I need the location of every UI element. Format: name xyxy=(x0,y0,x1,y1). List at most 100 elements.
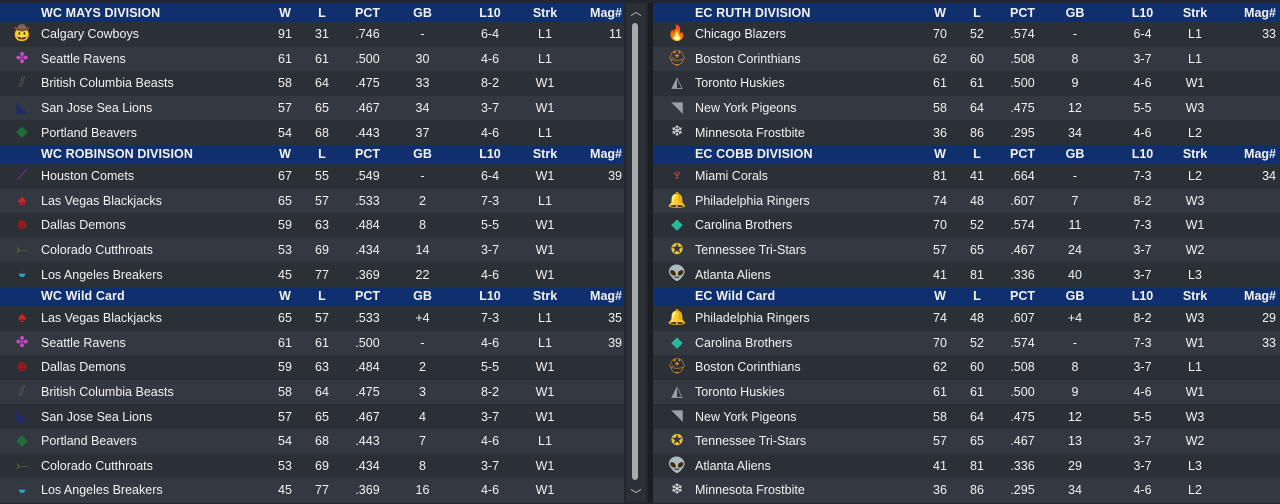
division-header[interactable]: EC RUTH DIVISION W L PCT GB L10 Strk Mag# xyxy=(653,3,1280,22)
division-title: EC Wild Card xyxy=(695,289,776,304)
magic-number xyxy=(1220,47,1276,72)
demon-icon: ☻ xyxy=(14,358,30,376)
magic-number xyxy=(570,47,622,72)
team-name: Miami Corals xyxy=(695,169,768,184)
division-header[interactable]: EC COBB DIVISION W L PCT GB L10 Strk Mag# xyxy=(653,144,1280,164)
standings-row[interactable]: ⛑ Boston Corinthians 62 60 .508 8 3-7 L1 xyxy=(653,355,1280,380)
last-ten-column-header: L10 xyxy=(1131,147,1154,162)
division-header[interactable]: EC Wild Card W L PCT GB L10 Strk Mag# xyxy=(653,286,1280,306)
wins-column-header: W xyxy=(934,289,946,304)
sea-lion-icon: ◣ xyxy=(16,98,28,116)
standings-row[interactable]: ❄ Minnesota Frostbite 36 86 .295 34 4-6 L2 xyxy=(653,478,1280,503)
division-title: EC COBB DIVISION xyxy=(695,147,813,162)
pigeon-icon: ◥ xyxy=(671,407,683,425)
team-name: British Columbia Beasts xyxy=(41,385,174,400)
standings-row[interactable]: ♠ Las Vegas Blackjacks 65 57 .533 2 7-3 L1 xyxy=(0,188,624,214)
magic-number: 39 xyxy=(608,169,622,184)
wins: 59 xyxy=(278,218,292,233)
division-header[interactable]: WC Wild Card W L PCT GB L10 Strk Mag# xyxy=(0,286,624,306)
losses: 61 xyxy=(970,385,984,400)
standings-row[interactable]: 🤠 Calgary Cowboys 91 31 .746 - 6-4 L1 11 xyxy=(0,22,624,47)
games-back: 24 xyxy=(1068,243,1082,258)
standings-row[interactable]: ⟋ Houston Comets 67 55 .549 - 6-4 W1 39 xyxy=(0,163,624,189)
win-pct: .369 xyxy=(355,483,380,498)
division-header[interactable]: WC MAYS DIVISION W L PCT GB L10 Strk Mag# xyxy=(0,3,624,22)
magic-number: 11 xyxy=(609,27,622,42)
pane-divider xyxy=(648,3,653,502)
liberty-bell-icon: 🔔 xyxy=(667,191,687,209)
standings-row[interactable]: ☻ Dallas Demons 59 63 .484 2 5-5 W1 xyxy=(0,355,624,380)
streak-column-header: Strk xyxy=(532,147,558,162)
wins: 45 xyxy=(278,267,292,282)
wave-icon: ◒ xyxy=(17,481,27,499)
scroll-thumb[interactable] xyxy=(632,23,638,480)
standings-row[interactable]: ❄ Minnesota Frostbite 36 86 .295 34 4-6 L2 xyxy=(653,120,1280,145)
wins: 81 xyxy=(933,169,947,184)
losses: 65 xyxy=(970,243,984,258)
standings-row[interactable]: ◆ Carolina Brothers 70 52 .574 11 7-3 W1 xyxy=(653,213,1280,238)
standings-row[interactable]: 🔔 Philadelphia Ringers 74 48 .607 7 8-2 W3 xyxy=(653,188,1280,214)
win-pct: .475 xyxy=(1010,409,1035,424)
standings-row[interactable]: ◒ Los Angeles Breakers 45 77 .369 22 4-6 W1 xyxy=(0,262,624,287)
raven-icon: ✤ xyxy=(15,333,29,351)
standings-row[interactable]: 🔔 Philadelphia Ringers 74 48 .607 +4 8-2 W3 29 xyxy=(653,305,1280,331)
snowflake-icon: ❄ xyxy=(670,123,684,141)
losses: 86 xyxy=(970,483,984,498)
standings-scrollbar[interactable]: ︿ ﹀ xyxy=(626,3,646,502)
standings-row[interactable]: ◒ Los Angeles Breakers 45 77 .369 16 4-6 W1 xyxy=(0,478,624,503)
streak: W3 xyxy=(1185,311,1205,326)
win-pct-column-header: PCT xyxy=(1010,5,1035,20)
last-ten: 4-6 xyxy=(480,335,500,350)
standings-row[interactable]: ☻ Dallas Demons 59 63 .484 8 5-5 W1 xyxy=(0,213,624,238)
losses: 65 xyxy=(315,409,329,424)
games-back: 8 xyxy=(1071,51,1079,66)
wins: 41 xyxy=(933,458,947,473)
streak: W1 xyxy=(1185,76,1205,91)
standings-row[interactable]: ◆ Carolina Brothers 70 52 .574 - 7-3 W1 33 xyxy=(653,330,1280,356)
standings-row[interactable]: ⫽ British Columbia Beasts 58 64 .475 33 8-2 W1 xyxy=(0,71,624,96)
magic-number xyxy=(1220,380,1276,405)
streak: W1 xyxy=(535,267,555,282)
standings-row[interactable]: ✤ Seattle Ravens 61 61 .500 - 4-6 L1 39 xyxy=(0,330,624,356)
standings-row[interactable]: ✤ Seattle Ravens 61 61 .500 30 4-6 L1 xyxy=(0,46,624,72)
last-ten: 4-6 xyxy=(480,267,500,282)
wins: 57 xyxy=(933,243,947,258)
wins: 54 xyxy=(278,434,292,449)
losses-column-header: L xyxy=(973,147,981,162)
standings-row[interactable]: ⫽ British Columbia Beasts 58 64 .475 3 8-2 W1 xyxy=(0,379,624,405)
games-back: 34 xyxy=(1068,125,1082,140)
games-back: 8 xyxy=(419,458,426,473)
standings-row[interactable]: ◥ New York Pigeons 58 64 .475 12 5-5 W3 xyxy=(653,404,1280,429)
standings-row[interactable]: ✪ Tennessee Tri-Stars 57 65 .467 24 3-7 W2 xyxy=(653,237,1280,263)
standings-row[interactable]: ◆ Portland Beavers 54 68 .443 7 4-6 L1 xyxy=(0,428,624,454)
sea-lion-icon: ◣ xyxy=(16,407,28,425)
streak: W1 xyxy=(535,483,555,498)
magic-number-column-header: Mag# xyxy=(1244,289,1276,304)
standings-row[interactable]: ⛑ Boston Corinthians 62 60 .508 8 3-7 L1 xyxy=(653,46,1280,72)
tri-stars-icon: ✪ xyxy=(670,240,684,258)
scroll-down-icon[interactable]: ﹀ xyxy=(630,489,642,501)
standings-row[interactable]: ◭ Toronto Huskies 61 61 .500 9 4-6 W1 xyxy=(653,379,1280,405)
standings-row[interactable]: ⤚ Colorado Cutthroats 53 69 .434 8 3-7 W1 xyxy=(0,453,624,479)
standings-row[interactable]: ◭ Toronto Huskies 61 61 .500 9 4-6 W1 xyxy=(653,71,1280,96)
standings-row[interactable]: ◆ Portland Beavers 54 68 .443 37 4-6 L1 xyxy=(0,120,624,145)
games-back: - xyxy=(420,335,425,350)
standings-row[interactable]: ◣ San Jose Sea Lions 57 65 .467 34 3-7 W1 xyxy=(0,95,624,121)
streak: L1 xyxy=(1188,360,1202,375)
standings-row[interactable]: 👽 Atlanta Aliens 41 81 .336 29 3-7 L3 xyxy=(653,453,1280,479)
standings-row[interactable]: ♠ Las Vegas Blackjacks 65 57 .533 +4 7-3 L1 35 xyxy=(0,305,624,331)
standings-row[interactable]: ◥ New York Pigeons 58 64 .475 12 5-5 W3 xyxy=(653,95,1280,121)
losses: 65 xyxy=(315,101,329,116)
standings-row[interactable]: ◣ San Jose Sea Lions 57 65 .467 4 3-7 W1 xyxy=(0,404,624,429)
standings-row[interactable]: 👽 Atlanta Aliens 41 81 .336 40 3-7 L3 xyxy=(653,262,1280,287)
standings-row[interactable]: ♆ Miami Corals 81 41 .664 - 7-3 L2 34 xyxy=(653,163,1280,189)
standings-row[interactable]: 🔥 Chicago Blazers 70 52 .574 - 6-4 L1 33 xyxy=(653,22,1280,47)
standings-row[interactable]: ⤚ Colorado Cutthroats 53 69 .434 14 3-7 W1 xyxy=(0,237,624,263)
magic-number-column-header: Mag# xyxy=(1244,147,1276,162)
last-ten: 5-5 xyxy=(480,218,500,233)
losses: 61 xyxy=(970,76,984,91)
scroll-up-icon[interactable]: ︿ xyxy=(630,6,642,18)
tri-stars-icon: ✪ xyxy=(670,431,684,449)
standings-row[interactable]: ✪ Tennessee Tri-Stars 57 65 .467 13 3-7 W2 xyxy=(653,428,1280,454)
division-header[interactable]: WC ROBINSON DIVISION W L PCT GB L10 Strk Mag# xyxy=(0,144,624,164)
